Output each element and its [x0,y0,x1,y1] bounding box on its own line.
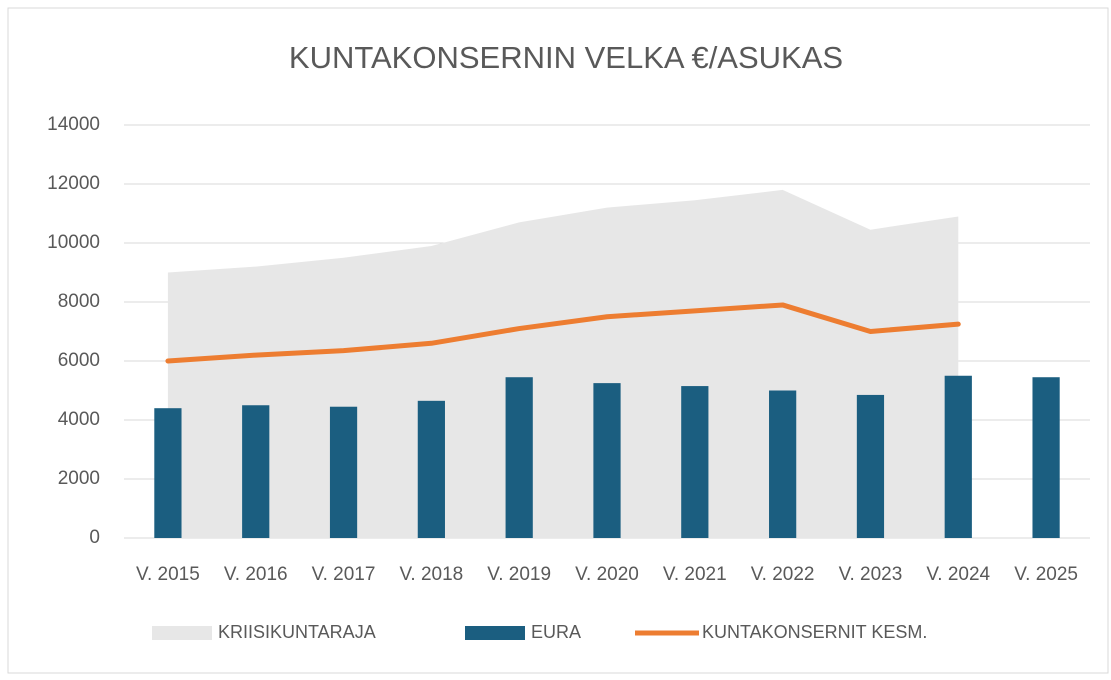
y-tick-label: 10000 [47,232,100,253]
legend-swatch [465,626,525,640]
y-tick-label: 12000 [47,173,100,194]
area [167,189,959,538]
bar [769,390,797,538]
legend-label: KRIISIKUNTARAJA [218,622,376,642]
bar [681,386,709,538]
line [165,302,961,364]
bar [154,408,182,538]
bar [329,406,358,538]
bar [856,394,885,538]
x-tick-label: V. 2023 [839,564,903,585]
legend-label: KUNTAKONSERNIT KESM. [702,622,927,642]
y-tick-label: 4000 [58,409,100,430]
x-tick-label: V. 2016 [224,564,288,585]
bar [505,377,533,538]
x-tick-label: V. 2017 [312,564,376,585]
bar [944,375,972,538]
x-tick-label: V. 2021 [663,564,727,585]
y-tick-label: 0 [89,527,100,548]
legend-swatch [152,626,212,640]
bar [1032,377,1060,538]
x-tick-label: V. 2018 [399,564,463,585]
bar [417,400,445,538]
x-tick-label: V. 2019 [487,564,551,585]
x-tick-label: V. 2020 [575,564,639,585]
x-tick-label: V. 2015 [136,564,200,585]
x-tick-label: V. 2022 [751,564,815,585]
y-tick-label: 2000 [58,468,100,489]
chart-title: KUNTAKONSERNIN VELKA €/ASUKAS [289,40,843,75]
x-tick-label: V. 2024 [926,564,990,585]
x-tick-label: V. 2025 [1014,564,1078,585]
y-tick-label: 14000 [47,114,100,135]
legend-label: EURA [531,622,581,642]
bar [593,383,621,538]
bar [242,405,270,538]
y-tick-label: 8000 [58,291,100,312]
y-tick-label: 6000 [58,350,100,371]
